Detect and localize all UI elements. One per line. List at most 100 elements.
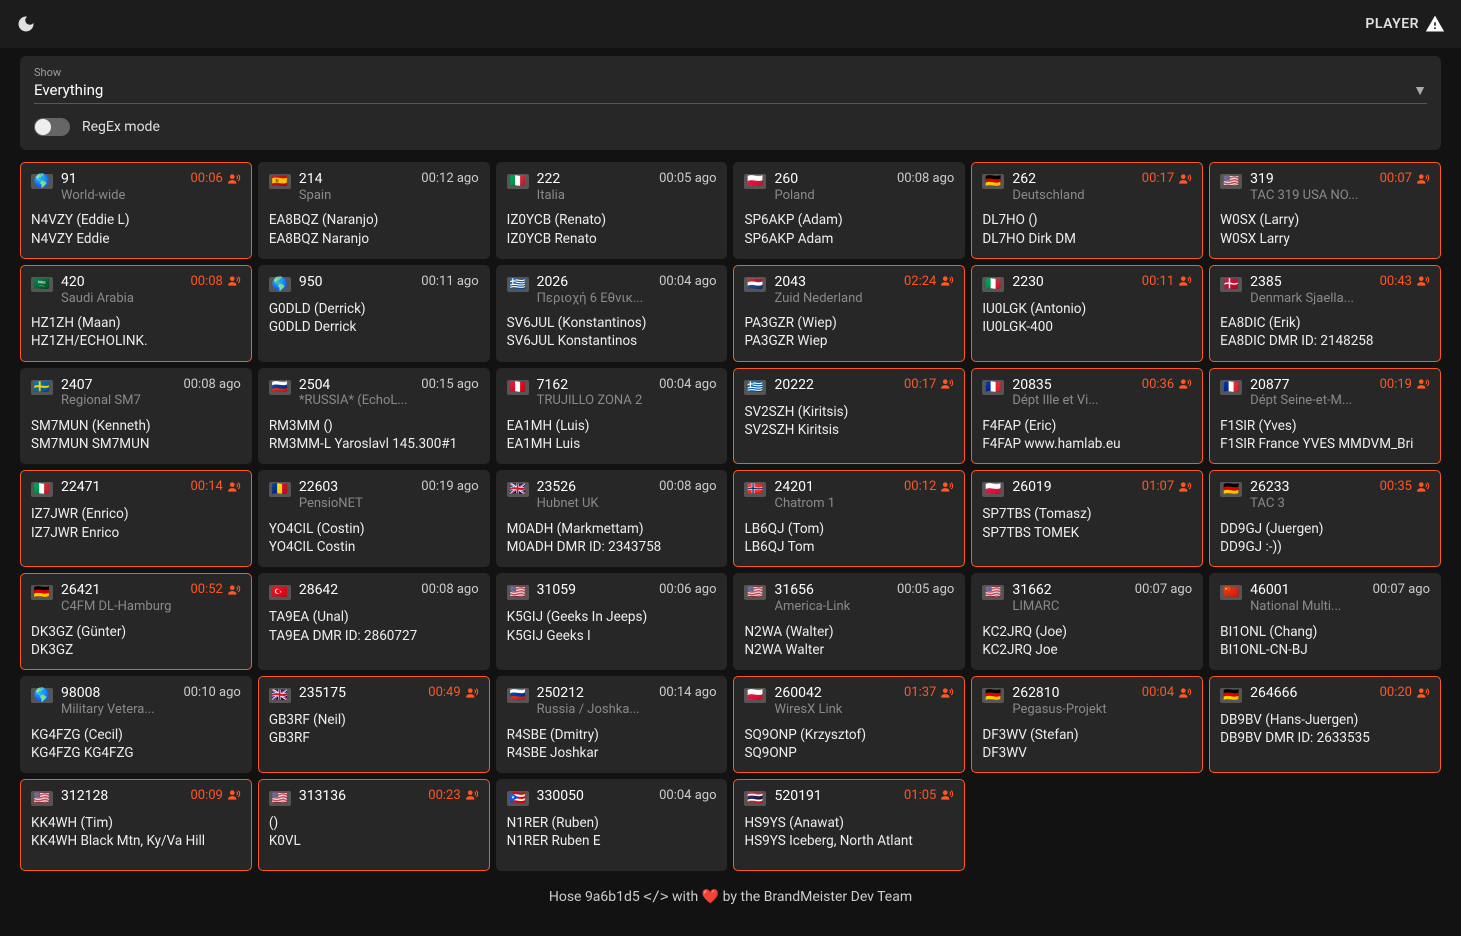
talkgroup-card[interactable]: 🇺🇸31313600:23()K0VL — [258, 779, 490, 871]
callsign-line-1: F4FAP (Eric) — [982, 417, 1192, 435]
talkgroup-card[interactable]: 🇺🇸31212800:09KK4WH (Tim)KK4WH Black Mtn,… — [20, 779, 252, 871]
live-icon — [1178, 377, 1192, 391]
talkgroup-card[interactable]: 🌎98008Military Vetera...00:10 agoKG4FZG … — [20, 676, 252, 773]
live-icon — [227, 274, 241, 288]
flag-icon: 🇸🇪 — [31, 380, 53, 395]
talkgroup-name: Regional SM7 — [61, 393, 175, 409]
talkgroup-card[interactable]: 🇵🇱260042WiresX Link01:37SQ9ONP (Krzyszto… — [733, 676, 965, 773]
talkgroup-card[interactable]: 🇷🇺250212Russia / Joshka...00:14 agoR4SBE… — [496, 676, 728, 773]
talkgroup-card[interactable]: 🇷🇺2504*RUSSIA* (EchoL...00:15 agoRM3MM (… — [258, 368, 490, 465]
talkgroup-card[interactable]: 🇩🇪26466600:20DB9BV (Hans-Juergen)DB9BV D… — [1209, 676, 1441, 773]
talkgroup-card[interactable]: 🇬🇧23517500:49GB3RF (Neil)GB3RF — [258, 676, 490, 773]
talkgroup-card[interactable]: 🇳🇴24201Chatrom 100:12LB6QJ (Tom)LB6QJ To… — [733, 470, 965, 567]
talkgroup-card[interactable]: 🇬🇧23526Hubnet UK00:08 agoM0ADH (Markmett… — [496, 470, 728, 567]
player-indicator[interactable]: PLAYER — [1365, 14, 1445, 34]
talkgroup-card[interactable]: 🇩🇪26421C4FM DL-Hamburg00:52DK3GZ (Günter… — [20, 573, 252, 670]
talkgroup-card[interactable]: 🇹🇷2864200:08 agoTA9EA (Unal)TA9EA DMR ID… — [258, 573, 490, 670]
talkgroup-id: 31656 — [774, 582, 888, 599]
talkgroup-card[interactable]: 🇬🇷2026Περιοχή 6 Εθνικ...00:04 agoSV6JUL … — [496, 265, 728, 362]
chevron-down-icon: ▼ — [1413, 82, 1427, 99]
flag-icon: 🇵🇱 — [982, 482, 1004, 497]
flag-icon: 🇨🇳 — [1220, 585, 1242, 600]
time-label: 00:19 — [1380, 377, 1412, 392]
live-icon — [465, 686, 479, 700]
callsign-line-2: PA3GZR Wiep — [744, 332, 954, 350]
time-label: 00:04 ago — [659, 274, 716, 289]
talkgroup-card[interactable]: 🇷🇴22603PensioNET00:19 agoYO4CIL (Costin)… — [258, 470, 490, 567]
talkgroup-card[interactable]: 🇨🇳46001National Multi...00:07 agoBI1ONL … — [1209, 573, 1441, 670]
talkgroup-id: 520191 — [774, 788, 895, 805]
callsign-line-2: K0VL — [269, 832, 479, 850]
callsign-line-1: TA9EA (Unal) — [269, 608, 479, 626]
callsign-line-2: W0SX Larry — [1220, 230, 1430, 248]
time-label: 00:08 — [190, 274, 222, 289]
callsign-line-1: SQ9ONP (Krzysztof) — [744, 726, 954, 744]
talkgroup-card[interactable]: 🇸🇦420Saudi Arabia00:08HZ1ZH (Maan)HZ1ZH/… — [20, 265, 252, 362]
time-label: 00:14 ago — [659, 685, 716, 700]
talkgroup-grid: 🌎91World-wide00:06N4VZY (Eddie L)N4VZY E… — [0, 162, 1461, 871]
time-label: 00:19 ago — [421, 479, 478, 494]
talkgroup-card[interactable]: 🇫🇷20835Dépt Ille et Vi...00:36F4FAP (Eri… — [971, 368, 1203, 465]
talkgroup-card[interactable]: 🇹🇭52019101:05HS9YS (Anawat)HS9YS Iceberg… — [733, 779, 965, 871]
time-label: 00:11 ago — [421, 274, 478, 289]
callsign-line-1: PA3GZR (Wiep) — [744, 314, 954, 332]
talkgroup-id: 26233 — [1250, 479, 1371, 496]
talkgroup-name: Poland — [774, 188, 888, 204]
talkgroup-card[interactable]: 🇵🇱2601901:07SP7TBS (Tomasz)SP7TBS TOMEK — [971, 470, 1203, 567]
talkgroup-name: World-wide — [61, 188, 182, 204]
talkgroup-id: 260042 — [774, 685, 895, 702]
talkgroup-card[interactable]: 🇸🇪2407Regional SM700:08 agoSM7MUN (Kenne… — [20, 368, 252, 465]
callsign-line-1: N4VZY (Eddie L) — [31, 211, 241, 229]
time-label: 00:35 — [1380, 479, 1412, 494]
talkgroup-card[interactable]: 🇮🇹2247100:14IZ7JWR (Enrico)IZ7JWR Enrico — [20, 470, 252, 567]
talkgroup-card[interactable]: 🇩🇪26233TAC 300:35DD9GJ (Juergen)DD9GJ :-… — [1209, 470, 1441, 567]
talkgroup-id: 2504 — [299, 377, 413, 394]
talkgroup-card[interactable]: 🇩🇪262810Pegasus-Projekt00:04DF3WV (Stefa… — [971, 676, 1203, 773]
talkgroup-card[interactable]: 🇵🇷33005000:04 agoN1RER (Ruben)N1RER Rube… — [496, 779, 728, 871]
talkgroup-id: 24201 — [774, 479, 895, 496]
callsign-line-2: EA8DIC DMR ID: 2148258 — [1220, 332, 1430, 350]
live-icon — [227, 172, 241, 186]
talkgroup-id: 31662 — [1012, 582, 1126, 599]
talkgroup-card[interactable]: 🇺🇸319TAC 319 USA NO...00:07W0SX (Larry)W… — [1209, 162, 1441, 259]
live-icon — [940, 274, 954, 288]
talkgroup-card[interactable]: 🇺🇸3105900:06 agoK5GIJ (Geeks In Jeeps)K5… — [496, 573, 728, 670]
callsign-line-2: DB9BV DMR ID: 2633535 — [1220, 729, 1430, 747]
regex-toggle[interactable] — [34, 118, 70, 136]
talkgroup-card[interactable]: 🇫🇷20877Dépt Seine-et-M...00:19F1SIR (Yve… — [1209, 368, 1441, 465]
talkgroup-card[interactable]: 🇵🇪7162TRUJILLO ZONA 200:04 agoEA1MH (Lui… — [496, 368, 728, 465]
talkgroup-card[interactable]: 🇩🇰2385Denmark Sjaella...00:43EA8DIC (Eri… — [1209, 265, 1441, 362]
talkgroup-card[interactable]: 🌎95000:11 agoG0DLD (Derrick)G0DLD Derric… — [258, 265, 490, 362]
code-icon: </> — [643, 889, 668, 905]
callsign-line-1: N1RER (Ruben) — [507, 814, 717, 832]
talkgroup-name: *RUSSIA* (EchoL... — [299, 393, 413, 409]
talkgroup-name: PensioNET — [299, 496, 413, 512]
talkgroup-card[interactable]: 🇮🇹222Italia00:05 agoIZ0YCB (Renato)IZ0YC… — [496, 162, 728, 259]
theme-toggle[interactable] — [16, 14, 36, 34]
callsign-line-2: GB3RF — [269, 729, 479, 747]
talkgroup-card[interactable]: 🌎91World-wide00:06N4VZY (Eddie L)N4VZY E… — [20, 162, 252, 259]
callsign-line-1: F1SIR (Yves) — [1220, 417, 1430, 435]
flag-icon: 🇵🇪 — [507, 380, 529, 395]
callsign-line-1: () — [269, 814, 479, 832]
callsign-line-1: G0DLD (Derrick) — [269, 300, 479, 318]
talkgroup-card[interactable]: 🇺🇸31656America-Link00:05 agoN2WA (Walter… — [733, 573, 965, 670]
time-label: 00:15 ago — [421, 377, 478, 392]
talkgroup-card[interactable]: 🇺🇸31662LIMARC00:07 agoKC2JRQ (Joe)KC2JRQ… — [971, 573, 1203, 670]
callsign-line-2: DD9GJ :-)) — [1220, 538, 1430, 556]
talkgroup-card[interactable]: 🇬🇷2022200:17SV2SZH (Kiritsis)SV2SZH Kiri… — [733, 368, 965, 465]
time-label: 00:08 ago — [183, 377, 240, 392]
talkgroup-id: 22471 — [61, 479, 182, 496]
talkgroup-id: 950 — [299, 274, 413, 291]
filter-select[interactable]: Everything ▼ — [34, 81, 1427, 104]
talkgroup-card[interactable]: 🇵🇱260Poland00:08 agoSP6AKP (Adam)SP6AKP … — [733, 162, 965, 259]
talkgroup-id: 312128 — [61, 788, 182, 805]
talkgroup-card[interactable]: 🇪🇸214Spain00:12 agoEA8BQZ (Naranjo)EA8BQ… — [258, 162, 490, 259]
talkgroup-card[interactable]: 🇳🇱2043Zuid Nederland02:24PA3GZR (Wiep)PA… — [733, 265, 965, 362]
talkgroup-id: 420 — [61, 274, 182, 291]
live-icon — [465, 788, 479, 802]
talkgroup-id: 235175 — [299, 685, 420, 702]
callsign-line-2: SV6JUL Konstantinos — [507, 332, 717, 350]
talkgroup-card[interactable]: 🇩🇪262Deutschland00:17DL7HO ()DL7HO Dirk … — [971, 162, 1203, 259]
talkgroup-card[interactable]: 🇮🇹223000:11IU0LGK (Antonio)IU0LGK-400 — [971, 265, 1203, 362]
